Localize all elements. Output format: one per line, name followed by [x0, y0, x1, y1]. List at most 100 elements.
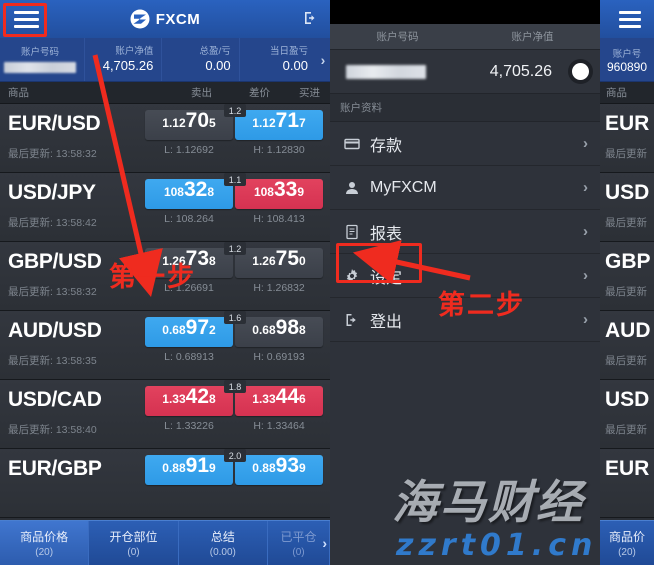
drawer-item-2[interactable]: 报表 ›: [330, 210, 600, 254]
sell-price-cell[interactable]: 0.68 97 2: [145, 317, 233, 347]
buy-price-pip: 9: [299, 461, 306, 475]
row-symbol: AUD/USD: [8, 319, 102, 342]
right-account-bar: 账户号 960890: [600, 38, 654, 82]
row-high: H: 108.413: [253, 213, 305, 225]
tab-next-chevron-icon[interactable]: ›: [322, 535, 327, 551]
drawer-item-1[interactable]: MyFXCM ›: [330, 166, 600, 210]
buy-price-big: 93: [275, 454, 300, 477]
row-high: H: 0.69193: [253, 351, 305, 363]
right-row-symbol: USD: [605, 181, 650, 204]
chevron-right-icon: ›: [583, 267, 588, 284]
sell-price-big: 70: [185, 109, 210, 132]
row-symbol: EUR/GBP: [8, 457, 102, 480]
buy-price-prefix: 1.33: [252, 392, 276, 406]
right-table-row[interactable]: AUD 最后更新: [600, 311, 654, 380]
menu-drawer-panel: 账户号码 账户净值 4,705.26 账户资料 存款 › MyFXCM › 报表 › 设定 ›…: [330, 0, 600, 565]
right-row-updated: 最后更新: [605, 286, 647, 298]
col-header-spread: 差价: [249, 87, 270, 99]
buy-price-cell[interactable]: 1.12 71 7: [235, 110, 323, 140]
sell-price-cell[interactable]: 1.33 42 8: [145, 386, 233, 416]
table-row[interactable]: USD/CAD 最后更新: 13:58:40 1.33 42 8 1.33 44 6 1.8 L:…: [0, 380, 330, 449]
hamburger-icon[interactable]: [610, 4, 650, 34]
tab-3[interactable]: 已平仓 (0) ›: [268, 521, 330, 565]
table-row[interactable]: EUR/USD 最后更新: 13:58:32 1.12 70 5 1.12 71 7 1.2 L:…: [0, 104, 330, 173]
account-more-chevron-icon[interactable]: ›: [320, 51, 326, 68]
right-table-row[interactable]: EUR 最后更新: [600, 104, 654, 173]
sell-price-prefix: 1.12: [162, 116, 186, 130]
tab-count: (0): [127, 547, 140, 558]
buy-price-pip: 6: [299, 392, 306, 406]
row-low: L: 0.68913: [164, 351, 214, 363]
day-pl-value: 0.00: [282, 57, 308, 73]
right-row-symbol: AUD: [605, 319, 651, 342]
row-symbol: USD/JPY: [8, 181, 96, 204]
table-row[interactable]: GBP/USD 最后更新: 13:58:32 1.26 73 8 1.26 75 0 1.2 L:…: [0, 242, 330, 311]
buy-price-prefix: 108: [253, 185, 274, 199]
app-title: FXCM: [155, 10, 201, 28]
right-table-row[interactable]: USD 最后更新: [600, 380, 654, 449]
chevron-right-icon: ›: [583, 223, 588, 240]
right-row-symbol: GBP: [605, 250, 651, 273]
drawer-item-label: MyFXCM: [370, 178, 437, 196]
tab-1[interactable]: 开仓部位 (0): [89, 521, 179, 565]
buy-price-cell[interactable]: 108 33 9: [235, 179, 323, 209]
buy-price-cell[interactable]: 1.33 44 6: [235, 386, 323, 416]
buy-price-cell[interactable]: 1.26 75 0: [235, 248, 323, 278]
row-low: L: 1.26691: [164, 282, 214, 294]
sell-price-cell[interactable]: 1.12 70 5: [145, 110, 233, 140]
drawer-account-values[interactable]: 4,705.26: [330, 50, 600, 94]
row-low-high: L: 0.68913 H: 0.69193: [145, 351, 325, 365]
buy-price-big: 71: [275, 109, 300, 132]
sell-price-pip: 5: [209, 116, 216, 130]
sell-price-cell[interactable]: 1.26 73 8: [145, 248, 233, 278]
buy-price-cell[interactable]: 0.88 93 9: [235, 455, 323, 485]
account-number-label: 账户号码: [20, 46, 59, 58]
logout-icon[interactable]: [302, 9, 320, 27]
right-tab-prices[interactable]: 商品价 (20): [600, 520, 654, 565]
tab-label: 商品价格: [20, 530, 69, 544]
row-symbol: GBP/USD: [8, 250, 102, 273]
hamburger-icon[interactable]: [6, 4, 46, 34]
table-row[interactable]: AUD/USD 最后更新: 13:58:35 0.68 97 2 0.68 98 8 1.6 L:…: [0, 311, 330, 380]
drawer-item-0[interactable]: 存款 ›: [330, 122, 600, 166]
right-table-row[interactable]: GBP 最后更新: [600, 242, 654, 311]
account-col-pl: 总盈/亏 0.00: [161, 38, 238, 81]
right-row-updated: 最后更新: [605, 217, 647, 229]
row-low-high: L: 1.33226 H: 1.33464: [145, 420, 325, 434]
row-quotes: 1.33 42 8 1.33 44 6 1.8: [145, 380, 325, 416]
buy-price-big: 75: [275, 247, 300, 270]
table-row[interactable]: EUR/GBP 0.88 91 9 0.88 93 9 2.0: [0, 449, 330, 518]
row-low-high: L: 108.264 H: 108.413: [145, 213, 325, 227]
spread-badge: 1.6: [224, 311, 246, 324]
right-table-row[interactable]: USD 最后更新: [600, 173, 654, 242]
buy-price-big: 98: [275, 316, 300, 339]
row-low-high: L: 1.26691 H: 1.26832: [145, 282, 325, 296]
row-quotes: 0.68 97 2 0.68 98 8 1.6: [145, 311, 325, 347]
buy-price-pip: 9: [297, 185, 305, 199]
price-list-panel: FXCM 账户号码 账户净值 4,705.26 总盈/亏 0.00: [0, 0, 330, 565]
sell-price-cell[interactable]: 0.88 91 9: [145, 455, 233, 485]
drawer-item-4[interactable]: 登出 ›: [330, 298, 600, 342]
drawer-section-label: 账户资料: [330, 94, 600, 122]
sell-price-prefix: 0.88: [162, 461, 186, 475]
drawer-equity-value: 4,705.26: [489, 62, 552, 80]
app-brand: FXCM: [0, 9, 330, 29]
table-row[interactable]: USD/JPY 最后更新: 13:58:42 108 32 8 108 33 9 1.1 L: 1…: [0, 173, 330, 242]
sell-price-pip: 2: [209, 323, 216, 337]
account-summary-bar[interactable]: 账户号码 账户净值 4,705.26 总盈/亏 0.00 当日盈亏 0.00 ›: [0, 38, 330, 82]
account-status-dot[interactable]: [560, 63, 600, 80]
tab-count: (0): [292, 547, 305, 558]
report-icon: [344, 224, 370, 240]
drawer-item-3[interactable]: 设定 ›: [330, 254, 600, 298]
row-low: L: 1.33226: [164, 420, 214, 432]
tab-2[interactable]: 总结 (0.00): [179, 521, 268, 565]
tab-0[interactable]: 商品价格 (20): [0, 521, 90, 565]
sell-price-pip: 8: [209, 392, 216, 406]
buy-price-cell[interactable]: 0.68 98 8: [235, 317, 323, 347]
buy-price-prefix: 0.88: [252, 461, 276, 475]
right-table-row[interactable]: EUR: [600, 449, 654, 518]
sell-price-prefix: 1.26: [162, 254, 186, 268]
sell-price-cell[interactable]: 108 32 8: [145, 179, 233, 209]
sell-price-prefix: 108: [163, 185, 184, 199]
